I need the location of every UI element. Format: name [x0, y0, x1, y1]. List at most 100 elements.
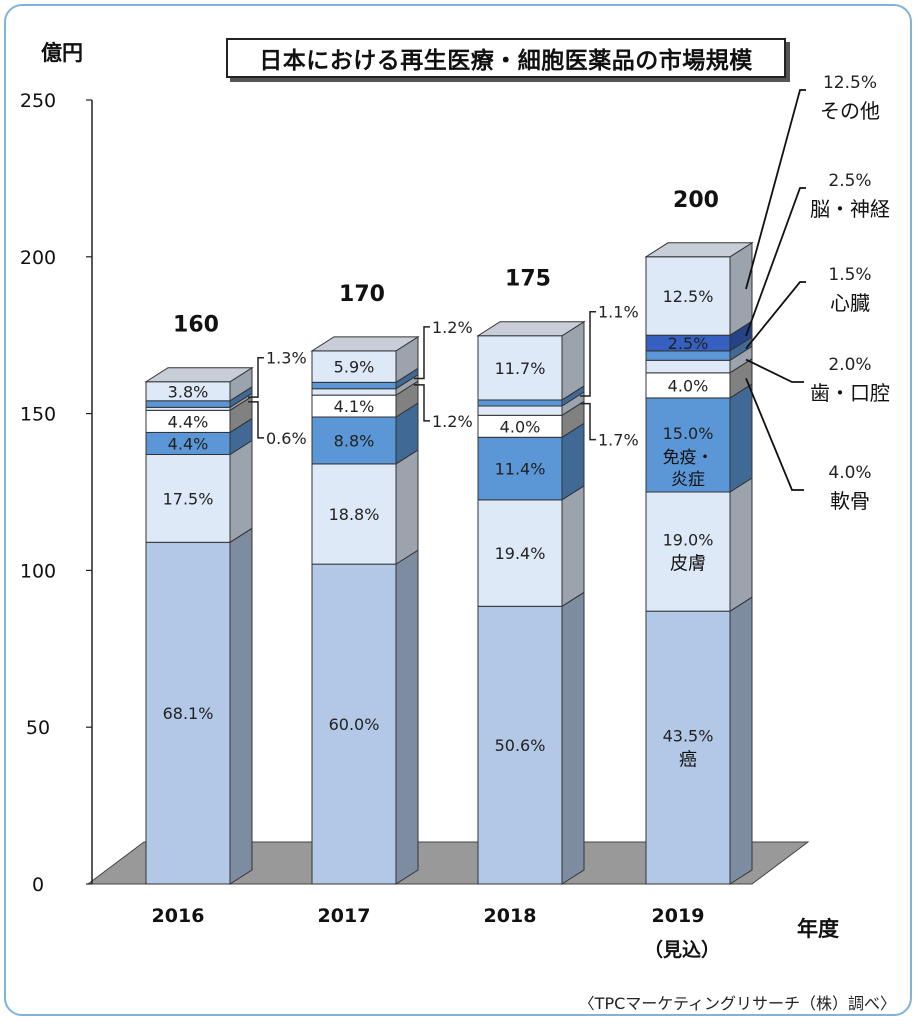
bar-segment-2019 [645, 610, 731, 885]
bar-side-2019 [729, 596, 753, 885]
data-label: 免疫・ [663, 448, 714, 468]
bar-side-2019 [729, 383, 753, 493]
chart-title: 日本における再生医療・細胞医薬品の市場規模 [226, 38, 786, 78]
bar-segment-2018 [477, 605, 563, 885]
bar-segment-2018 [477, 405, 563, 416]
bar-segment-2019 [645, 359, 731, 374]
bar-top-2017 [310, 336, 420, 352]
legend-pct: 2.0% [828, 355, 871, 375]
bar-top-2018 [476, 321, 586, 337]
bar-side-2016 [229, 439, 253, 544]
data-label: 15.0% [663, 424, 714, 443]
leader-line [248, 356, 264, 398]
y-axis-label: 億円 [41, 41, 83, 65]
total-label-2017: 170 [339, 282, 385, 307]
leader-line [580, 402, 596, 441]
leader-line [745, 378, 804, 491]
data-label: 12.5% [663, 287, 714, 306]
bar-side-2017 [395, 448, 419, 566]
bar-segment-2019 [645, 256, 731, 336]
data-label: 8.8% [334, 431, 375, 450]
leader-line [745, 89, 806, 290]
bar-segment-2017 [311, 350, 397, 383]
data-label: 0.6% [266, 429, 307, 448]
data-label: 1.3% [266, 349, 307, 368]
leader-line [580, 310, 596, 397]
x-tick-label: 2016 [152, 905, 205, 927]
data-label: 皮膚 [670, 554, 706, 575]
bar-segment-2019 [645, 372, 731, 399]
leader-line [745, 358, 804, 383]
data-label: 17.5% [163, 489, 214, 508]
bar-segment-2018 [477, 436, 563, 501]
y-tick-label: 0 [32, 874, 44, 896]
data-label: 3.8% [168, 382, 209, 401]
data-label: 60.0% [329, 715, 380, 734]
x-axis-label: 年度 [797, 917, 839, 941]
legend-pct: 12.5% [823, 73, 877, 93]
data-label: 50.6% [495, 736, 546, 755]
data-label: 炎症 [671, 470, 705, 490]
data-label: 11.4% [495, 460, 546, 479]
data-label: 1.7% [598, 431, 639, 450]
x-tick-sublabel: （見込） [644, 938, 720, 961]
legend-pct: 2.5% [828, 171, 871, 191]
data-label: 1.2% [432, 318, 473, 337]
legend-pct: 4.0% [828, 463, 871, 483]
data-label: 4.4% [168, 412, 209, 431]
bar-top-2016 [144, 367, 254, 383]
data-label: 1.2% [432, 412, 473, 431]
leader-line [745, 187, 806, 337]
legend-name: 歯・口腔 [810, 381, 890, 405]
bar-segment-2017 [311, 563, 397, 885]
data-label: 4.4% [168, 434, 209, 453]
data-label: 43.5% [663, 727, 714, 746]
y-tick-label: 250 [20, 90, 56, 112]
data-label: 68.1% [163, 704, 214, 723]
x-tick-label: 2018 [484, 905, 537, 927]
bar-segment-2019 [645, 491, 731, 612]
bar-side-2019 [729, 241, 753, 337]
data-label: 5.9% [334, 358, 375, 377]
bar-segment-2019 [645, 397, 731, 493]
data-label: 1.1% [598, 303, 639, 322]
x-tick-label: 2019 [652, 905, 705, 927]
total-label-2016: 160 [173, 313, 219, 338]
data-label: 癌 [679, 750, 697, 771]
legend-name: 心臓 [830, 291, 870, 315]
data-label: 19.0% [663, 531, 714, 550]
total-label-2018: 175 [505, 267, 551, 292]
legend-pct: 1.5% [828, 265, 871, 285]
bar-side-2018 [561, 484, 585, 608]
bar-segment-2018 [477, 335, 563, 401]
bar-side-2019 [729, 477, 753, 613]
bar-top-2019 [644, 242, 754, 258]
legend-name: 脳・神経 [810, 197, 890, 221]
leader-line [414, 384, 430, 422]
x-tick-label: 2017 [318, 905, 371, 927]
legend-name: その他 [820, 99, 880, 123]
bar-side-2018 [561, 591, 585, 885]
data-label: 19.4% [495, 544, 546, 563]
legend-name: 軟骨 [830, 489, 870, 513]
data-label: 4.0% [668, 376, 709, 395]
data-label: 11.7% [495, 359, 546, 378]
data-label: 18.8% [329, 505, 380, 524]
bar-segment-2018 [477, 399, 563, 407]
y-tick-label: 100 [20, 560, 56, 582]
total-label-2019: 200 [673, 188, 719, 213]
source-note: 〈TPCマーケティングリサーチ（株）調べ〉 [578, 994, 896, 1013]
y-tick-label: 200 [20, 247, 56, 269]
bar-segment-2017 [311, 381, 397, 390]
y-tick-label: 50 [26, 717, 50, 739]
leader-line [248, 401, 264, 439]
bar-segment-2016 [145, 400, 231, 408]
y-tick-label: 150 [20, 404, 56, 426]
bar-segment-2017 [311, 388, 397, 396]
leader-line [414, 326, 430, 380]
bar-side-2017 [395, 549, 419, 885]
bar-segment-2018 [477, 499, 563, 607]
bar-side-2016 [229, 527, 253, 885]
data-label: 4.1% [334, 397, 375, 416]
